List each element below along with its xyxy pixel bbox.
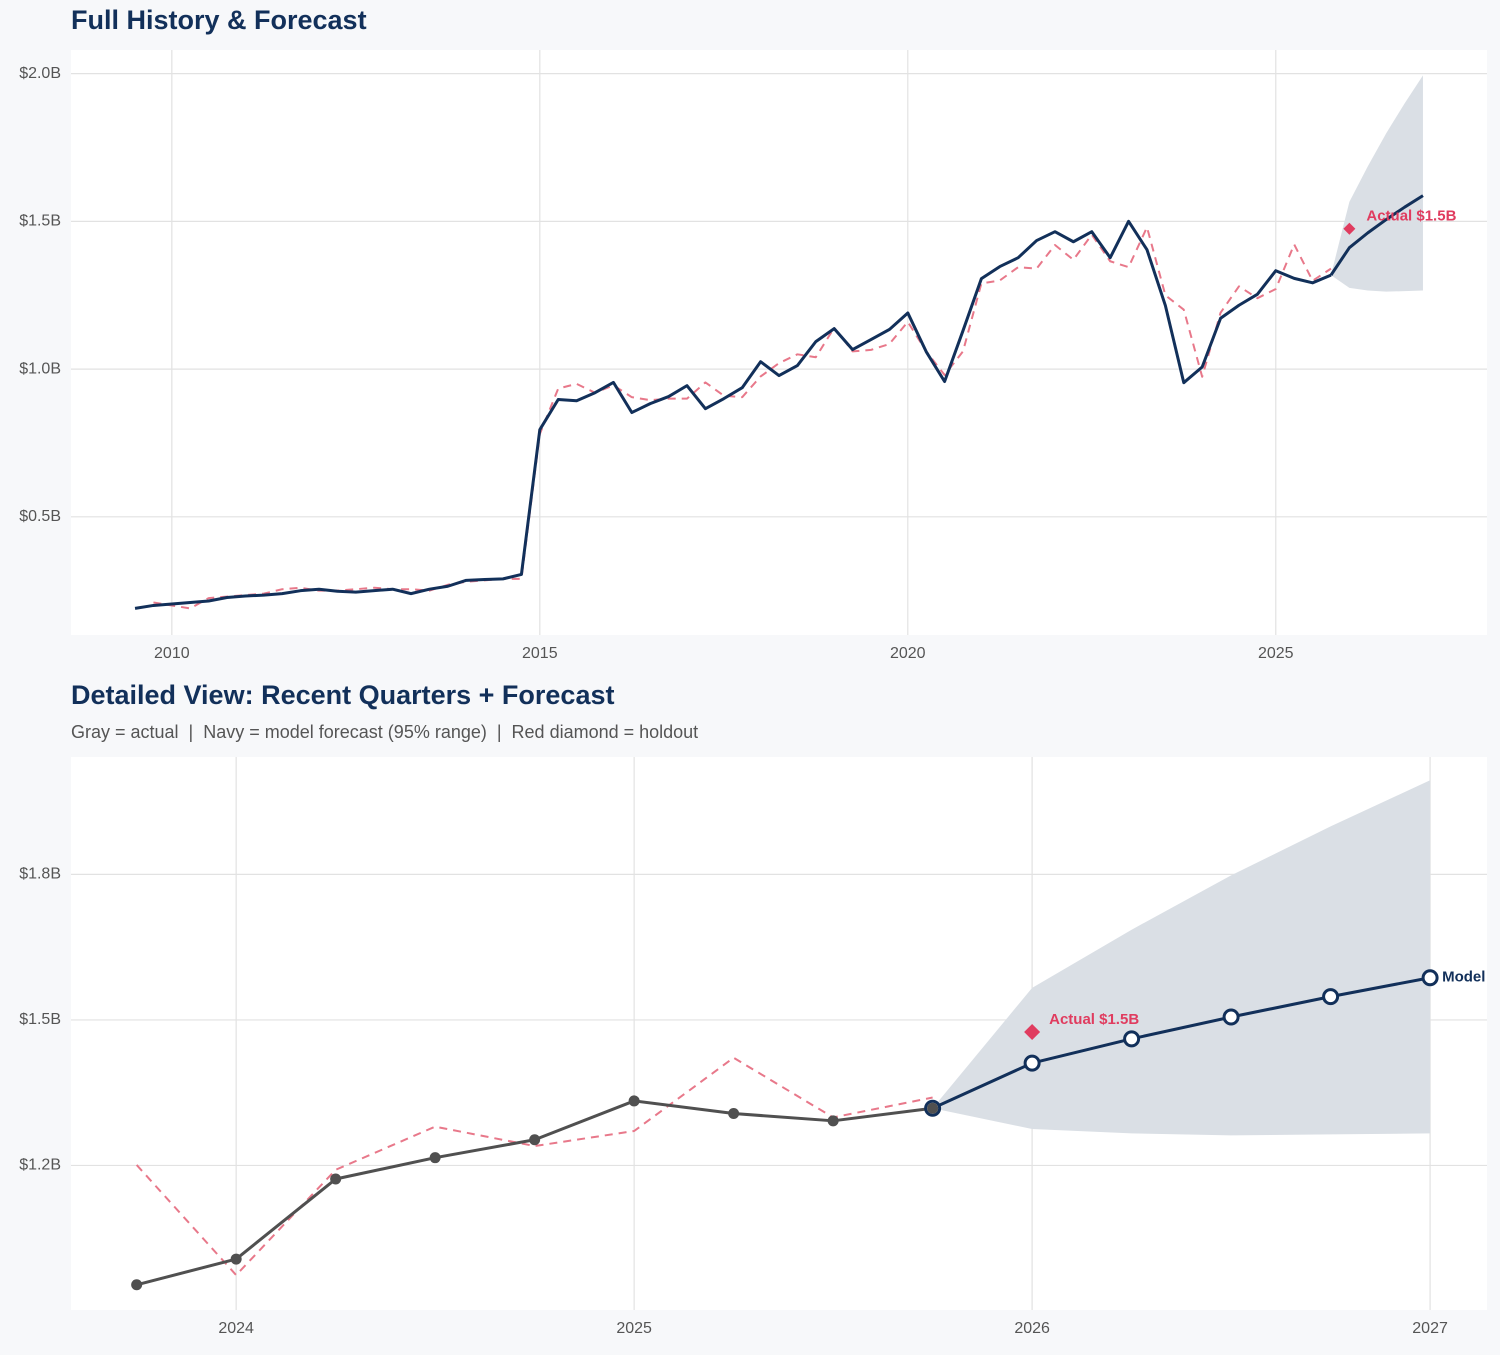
x-tick-label: 2026 bbox=[1014, 1320, 1050, 1337]
data-point bbox=[728, 1108, 740, 1120]
series-line bbox=[1329, 194, 1424, 276]
data-point bbox=[131, 1279, 143, 1291]
chart-subtitle: Gray = actual | Navy = model forecast (9… bbox=[71, 722, 698, 742]
data-point bbox=[1123, 1030, 1141, 1048]
data-point bbox=[230, 1253, 242, 1265]
x-tick-label: 2025 bbox=[616, 1320, 652, 1337]
y-tick-label: $1.2B bbox=[19, 1157, 61, 1174]
forecast-band bbox=[1330, 75, 1423, 292]
series-line bbox=[135, 1056, 933, 1277]
series-line bbox=[931, 976, 1431, 1110]
data-point bbox=[529, 1134, 541, 1146]
data-point bbox=[628, 1095, 640, 1107]
chart-title: Detailed View: Recent Quarters + Forecas… bbox=[71, 680, 614, 710]
x-tick-label: 2010 bbox=[154, 645, 190, 662]
data-point bbox=[1322, 988, 1340, 1006]
data-point bbox=[927, 1102, 939, 1114]
chart-title: Full History & Forecast bbox=[71, 5, 367, 35]
y-tick-label: $0.5B bbox=[19, 508, 61, 525]
holdout-label: Actual $1.5B bbox=[1049, 1011, 1139, 1028]
data-point bbox=[827, 1115, 839, 1127]
holdout-marker bbox=[1024, 1024, 1041, 1041]
y-tick-label: $1.5B bbox=[19, 213, 61, 230]
series-end-label: Model bbox=[1442, 969, 1485, 986]
x-tick-label: 2024 bbox=[218, 1320, 254, 1337]
y-tick-label: $1.0B bbox=[19, 360, 61, 377]
plot-area bbox=[71, 50, 1487, 635]
data-point bbox=[1421, 969, 1439, 987]
y-tick-label: $2.0B bbox=[19, 65, 61, 82]
x-tick-label: 2015 bbox=[522, 645, 558, 662]
data-point bbox=[1222, 1008, 1240, 1026]
holdout-label: Actual $1.5B bbox=[1366, 208, 1456, 225]
y-tick-label: $1.5B bbox=[19, 1011, 61, 1028]
series-line bbox=[153, 226, 1332, 610]
forecast-band bbox=[932, 780, 1431, 1136]
series-line bbox=[134, 219, 1332, 610]
y-tick-label: $1.8B bbox=[19, 866, 61, 883]
holdout-marker bbox=[1343, 222, 1356, 235]
data-point bbox=[330, 1173, 342, 1185]
data-point bbox=[1023, 1054, 1041, 1072]
x-tick-label: 2027 bbox=[1412, 1320, 1448, 1337]
data-point bbox=[429, 1152, 441, 1164]
x-tick-label: 2025 bbox=[1258, 645, 1294, 662]
x-tick-label: 2020 bbox=[890, 645, 926, 662]
